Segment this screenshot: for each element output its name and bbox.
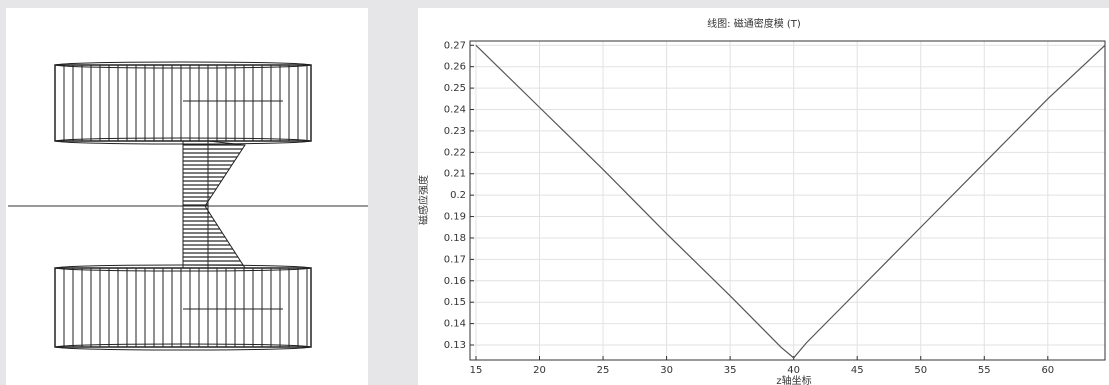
x-tick-label: 15 (470, 365, 483, 376)
x-tick-label: 50 (914, 365, 927, 376)
x-tick-label: 45 (851, 365, 864, 376)
chart-panel (418, 8, 1109, 385)
coil-top (55, 65, 311, 141)
y-tick-label: 0.25 (444, 83, 466, 94)
y-tick-label: 0.16 (444, 276, 466, 287)
coil-bottom (55, 268, 311, 347)
y-tick-label: 0.17 (444, 254, 466, 265)
y-tick-label: 0.21 (444, 169, 466, 180)
x-tick-label: 60 (1041, 365, 1054, 376)
y-tick-label: 0.24 (444, 105, 466, 116)
x-tick-label: 40 (787, 365, 800, 376)
geometry-view (6, 8, 368, 385)
y-tick-label: 0.19 (444, 212, 466, 223)
y-tick-label: 0.22 (444, 147, 466, 158)
x-tick-label: 35 (724, 365, 737, 376)
x-tick-label: 20 (533, 365, 546, 376)
y-tick-label: 0.13 (444, 340, 466, 351)
y-axis-label: 磁感应强度 (417, 175, 430, 225)
y-tick-label: 0.26 (444, 62, 466, 73)
y-tick-label: 0.27 (444, 40, 466, 51)
y-tick-label: 0.2 (450, 190, 466, 201)
x-tick-label: 30 (660, 365, 673, 376)
x-tick-label: 55 (978, 365, 991, 376)
core (183, 141, 208, 268)
y-tick-label: 0.18 (444, 233, 466, 244)
screen: 线图: 磁通密度模 (T) 磁感应强度 z轴坐标 0.130.140.150.1… (0, 0, 1109, 385)
chart-title: 线图: 磁通密度模 (T) (707, 17, 801, 30)
y-tick-label: 0.23 (444, 126, 466, 137)
y-tick-label: 0.14 (444, 319, 466, 330)
y-tick-label: 0.15 (444, 297, 466, 308)
x-tick-label: 25 (597, 365, 610, 376)
